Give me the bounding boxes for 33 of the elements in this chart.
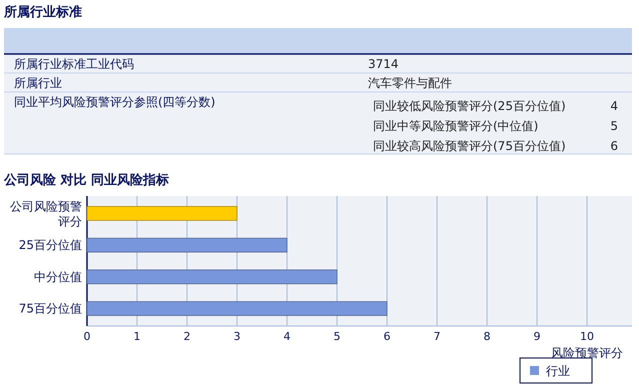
text: 同业平均风险预警评分参照(四等分数): [14, 95, 216, 109]
x-tick-label: 8: [484, 330, 490, 343]
x-tick-label: 0: [84, 330, 90, 343]
text: 3714: [368, 57, 399, 71]
text: 6: [610, 139, 618, 153]
y-tick-label: 25百分位值: [18, 238, 82, 252]
x-tick-label: 6: [384, 330, 390, 343]
text: 同业较低风险预警评分(25百分位值): [373, 99, 566, 113]
x-tick-label: 4: [284, 330, 290, 343]
text: 同业较高风险预警评分(75百分位值): [373, 139, 566, 153]
bar: [86, 206, 238, 221]
text: 4: [610, 99, 618, 113]
text: 5: [610, 119, 618, 133]
x-tick-label: 1: [134, 330, 140, 343]
x-tick-label: 2: [184, 330, 190, 343]
y-tick-label: 75百分位值: [18, 302, 82, 316]
bar: [86, 301, 388, 316]
y-tick-label: 公司风险预警评分: [10, 199, 82, 228]
text: 所属行业标准工业代码: [14, 57, 134, 71]
bar: [86, 238, 288, 252]
x-tick-label: 5: [334, 330, 340, 343]
x-tick-label: 7: [434, 330, 440, 343]
bar: [86, 270, 338, 284]
text: 所属行业: [14, 76, 62, 90]
legend-label: 行业: [546, 364, 570, 378]
x-tick-label: 10: [580, 330, 594, 343]
text: 汽车零件与配件: [368, 76, 452, 90]
text: 同业中等风险预警评分(中位值): [373, 119, 538, 133]
chart-title: 公司风险 对比 同业风险指标: [3, 173, 170, 188]
x-tick-label: 3: [234, 330, 240, 343]
y-tick-label: 中分位值: [34, 270, 82, 284]
x-tick-label: 9: [534, 330, 540, 343]
text: 所属行业标准: [3, 4, 82, 20]
